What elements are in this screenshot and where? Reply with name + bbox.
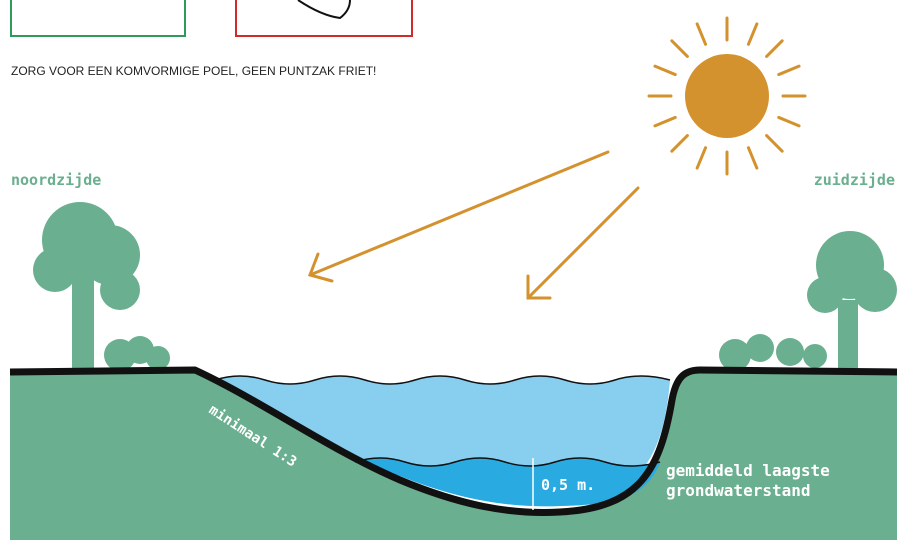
sun-ray (779, 66, 799, 74)
tree-right (719, 231, 897, 372)
sun-arrows (310, 152, 638, 298)
groundwater-label-2: grondwaterstand (666, 481, 811, 500)
sun-ray (697, 148, 705, 168)
good-example-box (11, 0, 185, 36)
tree-left (33, 202, 170, 372)
depth-label: 0,5 m. (541, 476, 595, 494)
sun-ray (767, 41, 783, 57)
sun-ray (672, 41, 688, 57)
funnel-shape (298, 0, 350, 18)
sun-ray (748, 24, 756, 44)
sun-ray (697, 24, 705, 44)
sun (649, 18, 805, 174)
sun-ray (655, 66, 675, 74)
south-label: zuidzijde (814, 171, 895, 189)
groundwater-label-1: gemiddeld laagste (666, 461, 830, 480)
caption: ZORG VOOR EEN KOMVORMIGE POEL, GEEN PUNT… (11, 64, 376, 78)
north-label: noordzijde (11, 171, 101, 189)
sun-ray (748, 148, 756, 168)
sun-ray (767, 136, 783, 152)
sun-ray (672, 136, 688, 152)
sun-ray (779, 117, 799, 125)
bad-example-box (236, 0, 412, 36)
pond-diagram: ZORG VOOR EEN KOMVORMIGE POEL, GEEN PUNT… (0, 0, 909, 553)
sun-ray (655, 117, 675, 125)
